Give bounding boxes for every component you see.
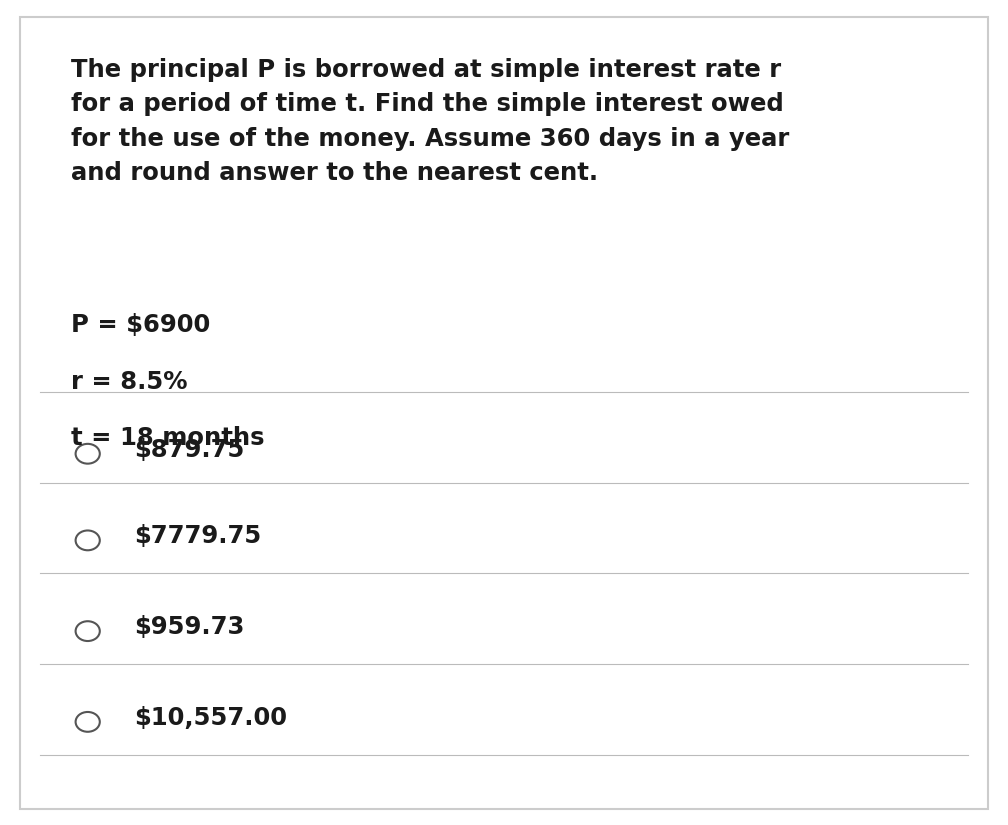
Text: $959.73: $959.73 (134, 615, 244, 639)
Text: The principal P is borrowed at simple interest rate r
for a period of time t. Fi: The principal P is borrowed at simple in… (71, 58, 789, 185)
Text: $879.75: $879.75 (134, 437, 244, 462)
Text: $7779.75: $7779.75 (134, 524, 261, 549)
Text: t = 18 months: t = 18 months (71, 426, 264, 450)
Text: P = $6900: P = $6900 (71, 314, 210, 337)
Text: r = 8.5%: r = 8.5% (71, 370, 187, 394)
Text: $10,557.00: $10,557.00 (134, 705, 287, 730)
FancyBboxPatch shape (20, 16, 988, 808)
